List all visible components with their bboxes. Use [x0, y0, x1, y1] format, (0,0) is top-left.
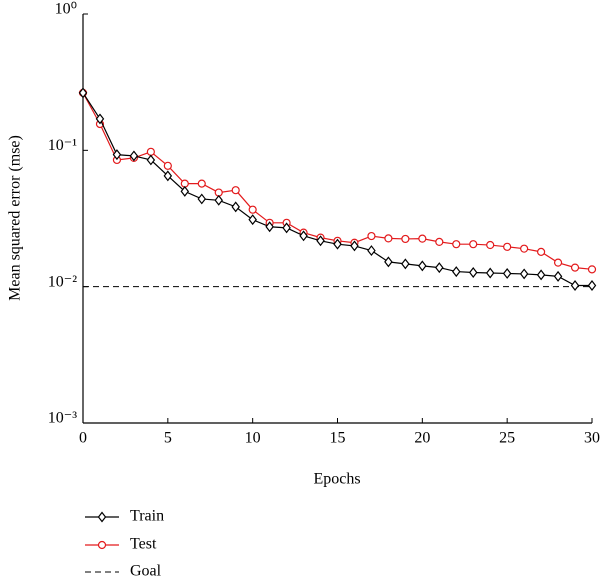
marker [553, 258, 563, 267]
marker [180, 185, 190, 197]
marker [401, 234, 410, 244]
marker [163, 161, 172, 170]
marker [418, 260, 427, 272]
y-tick-label: 10⁻³ [48, 410, 77, 427]
marker [97, 511, 107, 523]
marker [231, 201, 240, 213]
marker [248, 205, 257, 214]
y-tick-label: 10⁰ [55, 1, 77, 18]
x-tick-label: 15 [330, 430, 346, 447]
marker [485, 267, 495, 279]
x-tick-label: 20 [414, 430, 430, 447]
marker [129, 150, 139, 162]
marker [468, 267, 478, 278]
marker [502, 267, 512, 279]
marker [519, 268, 529, 280]
marker [452, 240, 461, 249]
y-axis-label: Mean squared error (mse) [7, 135, 24, 301]
marker [146, 154, 156, 166]
legend-label: Train [130, 508, 164, 525]
x-axis-label: Epochs [313, 471, 360, 488]
x-tick-label: 30 [584, 430, 600, 447]
marker [146, 147, 155, 156]
legend-label: Test [130, 536, 157, 553]
marker [401, 258, 410, 270]
marker [384, 234, 393, 243]
marker [384, 256, 393, 268]
marker [299, 230, 308, 242]
x-tick-label: 5 [164, 430, 172, 447]
marker [95, 113, 105, 125]
marker [435, 237, 444, 246]
marker [469, 240, 478, 249]
marker [265, 221, 274, 233]
marker [197, 179, 206, 188]
marker [112, 149, 122, 161]
x-tick-label: 25 [499, 430, 515, 447]
y-tick-label: 10⁻¹ [48, 137, 77, 154]
marker [333, 238, 342, 250]
legend-label: Goal [130, 563, 162, 580]
marker [367, 245, 376, 257]
marker [197, 193, 207, 205]
marker [536, 269, 546, 281]
marker [316, 235, 325, 247]
marker [553, 270, 563, 282]
marker [214, 194, 223, 206]
marker [231, 186, 240, 195]
marker [570, 263, 580, 272]
series-line [82, 92, 592, 287]
x-tick-label: 0 [79, 430, 87, 447]
marker [418, 234, 427, 243]
marker [97, 540, 107, 550]
x-tick-label: 10 [245, 430, 261, 447]
marker [520, 244, 529, 253]
marker [452, 266, 461, 278]
marker [367, 231, 376, 241]
y-tick-label: 10⁻² [48, 273, 77, 290]
marker [248, 214, 257, 226]
marker [570, 280, 580, 291]
marker [503, 242, 512, 251]
marker [435, 262, 444, 274]
marker [78, 87, 88, 99]
marker [587, 265, 597, 274]
marker [486, 240, 495, 250]
marker [587, 280, 597, 291]
marker [350, 240, 359, 252]
marker [282, 222, 291, 234]
marker [536, 247, 546, 256]
marker [163, 170, 173, 182]
